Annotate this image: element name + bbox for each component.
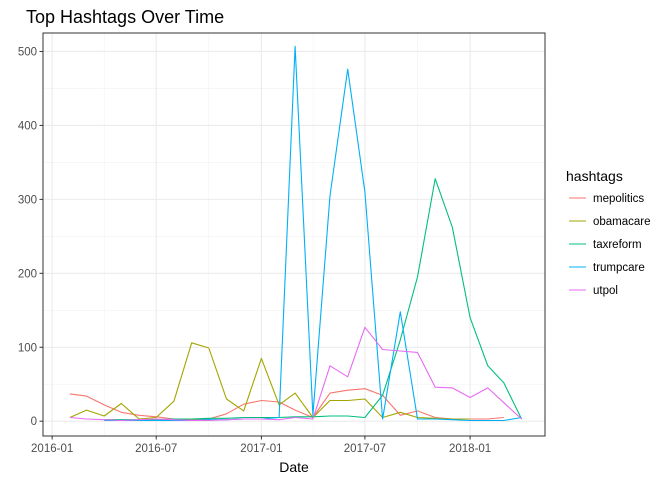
x-tick-label: 2018-01 [449, 443, 491, 455]
y-tick-label: 0 [31, 416, 37, 428]
plot-panel-border [42, 32, 546, 437]
legend-label-mepolitics: mepolitics [593, 193, 644, 205]
chart-title: Top Hashtags Over Time [26, 7, 224, 27]
legend-title: hashtags [566, 168, 623, 184]
series-lines [69, 45, 523, 422]
x-tick-label: 2017-07 [344, 443, 386, 455]
legend-label-taxreform: taxreform [593, 239, 642, 251]
x-tick-label: 2016-07 [135, 443, 177, 455]
x-tick-label: 2017-01 [240, 443, 282, 455]
series-line-taxreform [104, 178, 523, 421]
series-line-obamacare [69, 342, 471, 420]
legend-label-obamacare: obamacare [593, 216, 651, 228]
y-tick-label: 300 [18, 194, 37, 206]
legend: mepolitics obamacare taxreform trumpcare utp… [569, 193, 651, 297]
y-tick-label: 100 [18, 342, 37, 354]
x-tick-label: 2016-01 [31, 443, 73, 455]
axis-ticks: 0 100 200 300 400 500 2016-01 2016-07 2017-01 201… [18, 46, 491, 455]
gridlines [43, 33, 545, 436]
legend-label-trumpcare: trumpcare [593, 262, 645, 274]
y-tick-label: 200 [18, 268, 37, 280]
y-tick-label: 400 [18, 120, 37, 132]
series-line-mepolitics [69, 388, 504, 421]
y-tick-label: 500 [18, 46, 37, 58]
series-line-utpol [69, 326, 522, 422]
legend-label-utpol: utpol [593, 285, 618, 297]
series-line-trumpcare [104, 45, 522, 422]
x-axis-title: Date [279, 459, 309, 475]
